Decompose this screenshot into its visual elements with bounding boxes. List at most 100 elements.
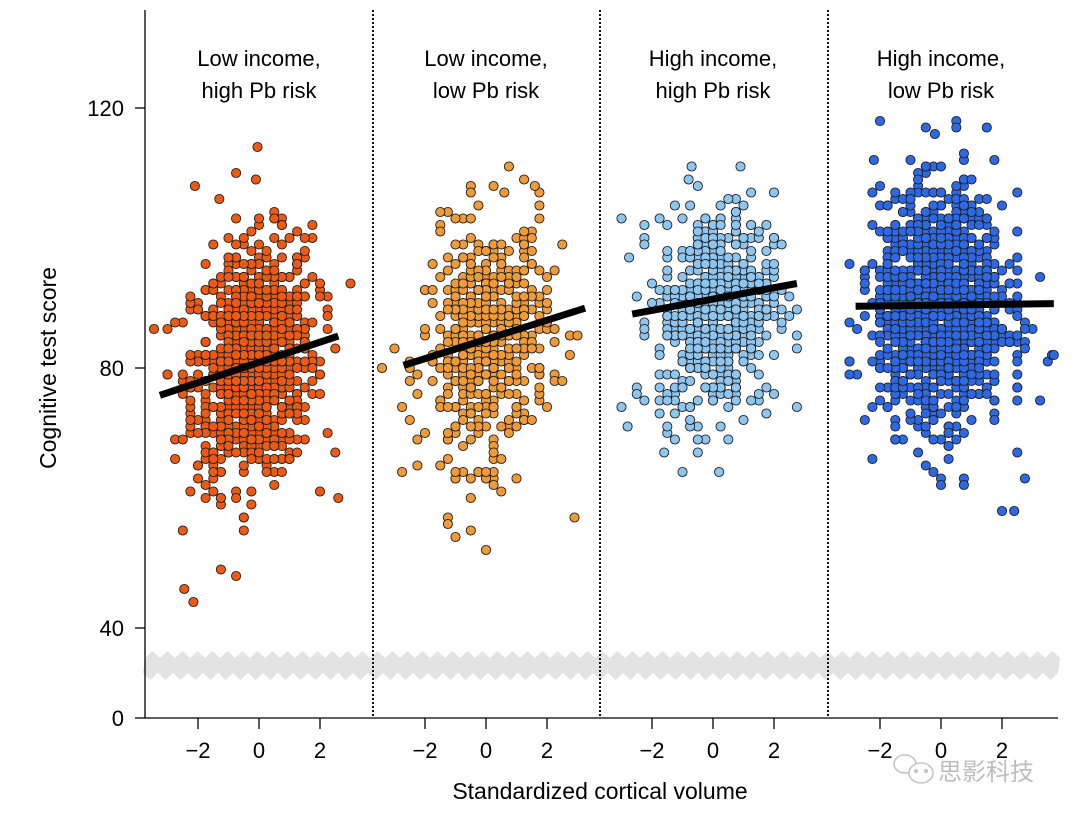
data-point <box>753 349 764 361</box>
panel-points <box>616 161 802 478</box>
data-point <box>730 304 741 315</box>
data-point <box>974 336 985 348</box>
data-point <box>989 226 1000 237</box>
data-point <box>333 492 344 504</box>
data-point <box>503 427 514 439</box>
data-point <box>928 213 939 224</box>
data-point <box>715 421 726 432</box>
data-point <box>208 453 219 465</box>
data-point <box>951 343 962 354</box>
data-point <box>427 284 438 296</box>
data-point <box>465 232 476 244</box>
data-point <box>659 447 670 458</box>
data-point <box>715 284 726 296</box>
data-point <box>639 239 650 250</box>
data-point <box>480 388 492 400</box>
data-point <box>480 245 492 257</box>
data-point <box>276 336 287 348</box>
data-point <box>685 401 696 413</box>
data-point <box>768 187 780 198</box>
data-point <box>943 388 954 400</box>
data-point <box>276 323 287 335</box>
data-point <box>419 323 431 335</box>
data-point <box>784 291 795 302</box>
data-point <box>905 193 916 205</box>
data-point <box>177 525 188 536</box>
panel-title-line1: High income, <box>649 46 777 71</box>
data-point <box>223 388 234 400</box>
data-point <box>905 330 916 341</box>
data-point <box>223 271 234 283</box>
data-point <box>299 382 310 393</box>
data-point <box>534 362 545 374</box>
data-point <box>723 310 734 322</box>
data-point <box>450 356 461 367</box>
data-point <box>511 271 522 283</box>
data-point <box>458 375 469 387</box>
data-point <box>269 265 280 276</box>
data-point <box>913 284 924 296</box>
data-point <box>746 187 757 198</box>
data-point <box>897 375 908 387</box>
data-point <box>488 479 499 491</box>
data-point <box>519 252 530 263</box>
data-point <box>715 200 726 211</box>
data-point <box>465 492 476 504</box>
data-point <box>723 388 734 400</box>
data-point <box>450 213 461 224</box>
data-point <box>897 349 908 361</box>
data-point <box>330 447 341 458</box>
data-point <box>541 401 553 413</box>
data-point <box>442 427 453 439</box>
data-point <box>284 395 295 406</box>
data-point <box>966 206 977 218</box>
data-point <box>215 492 226 504</box>
data-point <box>511 421 522 432</box>
data-point <box>974 362 985 374</box>
data-point <box>519 291 530 302</box>
data-point <box>874 115 886 127</box>
data-point <box>890 265 901 276</box>
data-point <box>458 252 469 263</box>
data-point <box>473 271 484 283</box>
data-point <box>935 375 947 387</box>
data-point <box>276 466 287 478</box>
data-point <box>253 213 265 224</box>
data-point <box>700 323 711 335</box>
data-point <box>269 453 280 465</box>
data-point <box>669 434 680 445</box>
data-point <box>768 388 780 400</box>
data-point <box>200 408 211 419</box>
data-point <box>753 226 764 237</box>
data-point <box>669 284 680 296</box>
data-point <box>920 421 931 432</box>
panel-title-line1: Low income, <box>197 46 321 71</box>
data-point <box>935 271 947 283</box>
data-point <box>867 258 878 270</box>
data-point <box>700 304 711 315</box>
data-point <box>503 310 514 322</box>
data-point <box>253 375 265 387</box>
data-point <box>776 317 787 328</box>
data-point <box>685 414 696 426</box>
data-point <box>503 414 514 426</box>
data-point <box>776 239 787 250</box>
data-point <box>480 408 492 419</box>
data-point <box>442 336 453 348</box>
data-point <box>162 323 173 335</box>
data-point <box>473 401 484 413</box>
data-point <box>958 427 969 439</box>
data-point <box>442 362 453 374</box>
data-point <box>662 395 673 406</box>
x-tick-label: 0 <box>707 738 719 763</box>
data-point <box>928 291 939 302</box>
panel-points <box>376 161 583 556</box>
y-tick-label: 80 <box>100 356 124 381</box>
data-point <box>188 596 199 608</box>
data-point <box>269 343 280 354</box>
data-point <box>526 343 537 354</box>
data-point <box>981 122 992 133</box>
data-point <box>844 356 855 367</box>
data-point <box>981 213 992 224</box>
data-point <box>920 232 931 244</box>
